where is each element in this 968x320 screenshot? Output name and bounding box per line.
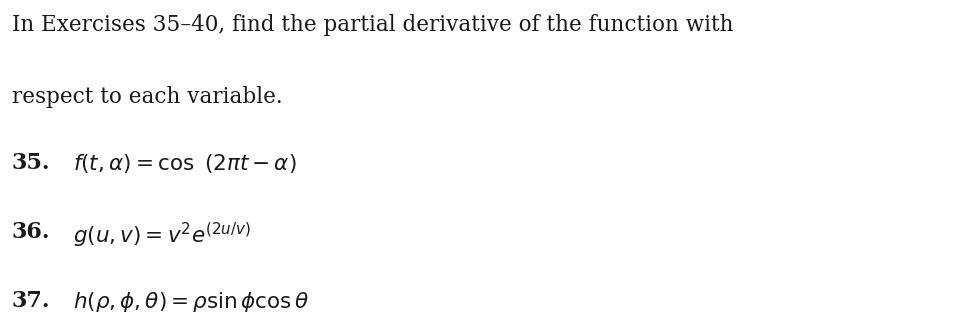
- Text: $g(u, v) = v^2 e^{(2u/v)}$: $g(u, v) = v^2 e^{(2u/v)}$: [73, 221, 251, 250]
- Text: $h(\rho, \phi, \theta) = \rho \sin \phi \cos \theta$: $h(\rho, \phi, \theta) = \rho \sin \phi …: [73, 290, 309, 314]
- Text: respect to each variable.: respect to each variable.: [12, 86, 283, 108]
- Text: $f(t, \alpha) = \cos\ (2\pi t - \alpha)$: $f(t, \alpha) = \cos\ (2\pi t - \alpha)$: [73, 152, 296, 175]
- Text: 37.: 37.: [12, 290, 50, 312]
- Text: In Exercises 35–40, find the partial derivative of the function with: In Exercises 35–40, find the partial der…: [12, 14, 733, 36]
- Text: 35.: 35.: [12, 152, 50, 174]
- Text: 36.: 36.: [12, 221, 50, 243]
